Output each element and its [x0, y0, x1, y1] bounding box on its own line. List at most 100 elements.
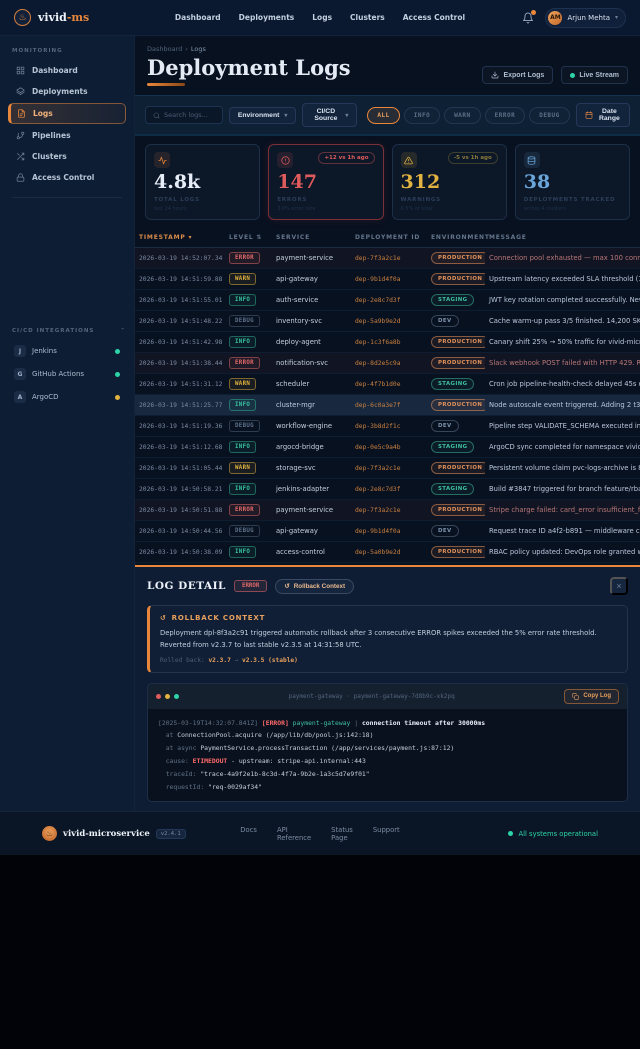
integration-github-actions[interactable]: G GitHub Actions: [8, 364, 126, 384]
footer-link-api-reference[interactable]: API Reference: [276, 825, 312, 842]
table-row[interactable]: 2026-03-19 14:51:05.44 WARN storage-svc dep…: [135, 457, 640, 480]
top-nav-logs[interactable]: Logs: [312, 13, 333, 22]
sidebar-item-access-control[interactable]: Access Control: [8, 168, 126, 187]
column-header-level[interactable]: LEVEL ⇅: [225, 228, 272, 249]
table-row[interactable]: 2026-03-19 14:51:12.68 INFO argocd-bridge d…: [135, 436, 640, 459]
cell-timestamp: 2026-03-19 14:51:19.36: [135, 415, 225, 438]
footer-link-status-page[interactable]: Status Page: [331, 825, 353, 842]
cell-timestamp: 2026-03-19 14:51:12.68: [135, 436, 225, 459]
sidebar-item-pipelines[interactable]: Pipelines: [8, 126, 126, 145]
grid-icon: [16, 66, 25, 75]
level-filter-error[interactable]: ERROR: [484, 106, 526, 124]
level-filter-info[interactable]: INFO: [403, 106, 441, 124]
sidebar-item-dashboard[interactable]: Dashboard: [8, 61, 126, 80]
title-accent: [147, 83, 185, 87]
column-header-timestamp[interactable]: TIMESTAMP ▾: [135, 228, 225, 249]
avatar: AM: [548, 10, 563, 25]
table-row[interactable]: 2026-03-19 14:50:44.56 DEBUG api-gateway de…: [135, 520, 640, 543]
level-filter-group: ALL INFO WARN ERROR DEBUG: [367, 106, 570, 124]
export-logs-button[interactable]: Export Logs: [482, 66, 554, 84]
cell-message: Persistent volume claim pvc-logs-archive…: [485, 457, 640, 480]
cicd-source-dropdown[interactable]: CI/CD Source ▾: [302, 103, 358, 128]
version-badge: v2.4.1: [155, 828, 186, 839]
footer-link-docs[interactable]: Docs: [240, 825, 257, 834]
level-filter-all[interactable]: ALL: [367, 106, 400, 124]
date-range-button[interactable]: Date Range: [575, 103, 630, 128]
status-dot-icon: [508, 831, 514, 836]
environment-badge: PRODUCTION: [431, 357, 485, 370]
stat-trend-badge: -5 vs 1h ago: [447, 152, 498, 165]
detail-level-badge: ERROR: [233, 580, 268, 593]
sidebar-section-monitoring: MONITORING: [12, 48, 63, 54]
cell-message: RBAC policy updated: DevOps role granted…: [485, 541, 640, 564]
calendar-icon: [585, 111, 593, 119]
column-header-deployment-id[interactable]: DEPLOYMENT ID: [351, 228, 427, 249]
table-row[interactable]: 2026-03-19 14:50:58.21 INFO jenkins-adapte…: [135, 478, 640, 501]
table-row[interactable]: 2026-03-19 14:50:51.88 ERROR payment-servi…: [135, 499, 640, 522]
sidebar-item-clusters[interactable]: Clusters: [8, 147, 126, 166]
footer-link-support[interactable]: Support: [372, 825, 400, 834]
top-nav-clusters[interactable]: Clusters: [350, 13, 385, 22]
stat-card-warnings[interactable]: -5 vs 1h ago 312 WARNINGS 6.5% of total: [391, 144, 507, 221]
sidebar-item-deployments[interactable]: Deployments: [8, 82, 126, 101]
environment-dropdown[interactable]: Environment ▾: [228, 106, 297, 124]
table-row[interactable]: 2026-03-19 14:51:55.01 INFO auth-service de…: [135, 289, 640, 312]
cell-message: Cron job pipeline-health-check delayed 4…: [485, 373, 640, 396]
column-header-environment[interactable]: ENVIRONMENT: [427, 228, 489, 249]
brand[interactable]: ♨ vivid-ms: [14, 9, 164, 26]
cell-environment: STAGING: [427, 478, 485, 501]
sidebar-item-label: Access Control: [32, 173, 95, 182]
level-filter-debug[interactable]: DEBUG: [529, 106, 570, 124]
live-stream-button[interactable]: Live Stream: [561, 66, 628, 84]
cell-message: Cache warm-up pass 3/5 finished. 14,200 …: [485, 310, 640, 333]
integration-jenkins[interactable]: J Jenkins: [8, 341, 126, 361]
filter-bar: Environment▾ CI/CD Source▾ ALLINFOWARNER…: [135, 95, 640, 137]
terminal-body[interactable]: [2025-03-19T14:32:07.841Z] [ERROR] payme…: [148, 708, 627, 802]
column-header-service[interactable]: SERVICE: [272, 228, 351, 249]
table-row[interactable]: 2026-03-19 14:52:07.34 ERROR payment-servi…: [135, 247, 640, 270]
notifications-bell-icon[interactable]: [520, 9, 537, 26]
rollback-versions: Rolled back: v2.3.7 → v2.3.5 (stable): [160, 656, 298, 664]
level-badge: INFO: [229, 441, 257, 454]
close-detail-button[interactable]: ×: [610, 577, 628, 596]
page-background: [0, 855, 640, 1049]
cell-deployment-id: dep-2e8c7d3f: [351, 289, 427, 312]
rollback-context-button[interactable]: ↺ Rollback Context: [275, 578, 355, 594]
cell-message: Build #3847 triggered for branch feature…: [485, 478, 640, 501]
table-row[interactable]: 2026-03-19 14:51:42.98 INFO deploy-agent de…: [135, 331, 640, 354]
app-window: ♨ vivid-ms Dashboard Deployments Logs Clust…: [0, 0, 640, 855]
level-badge: ERROR: [229, 504, 260, 517]
column-header-message[interactable]: MESSAGE: [485, 228, 640, 249]
table-row[interactable]: 2026-03-19 14:51:38.44 ERROR notification-…: [135, 352, 640, 375]
top-nav-access-control[interactable]: Access Control: [402, 13, 466, 22]
cell-level: DEBUG: [225, 520, 272, 543]
search-input[interactable]: [164, 111, 215, 120]
stat-card-deployments-tracked[interactable]: 38 DEPLOYMENTS TRACKED across 4 clusters: [514, 144, 630, 221]
integration-status-dot: [115, 348, 120, 354]
detail-title: LOG DETAIL: [147, 580, 226, 593]
cell-environment: DEV: [427, 415, 485, 438]
table-row[interactable]: 2026-03-19 14:51:31.12 WARN scheduler dep-4…: [135, 373, 640, 396]
level-filter-warn[interactable]: WARN: [444, 106, 481, 124]
page-title: Deployment Logs: [147, 55, 351, 80]
integration-initial: G: [14, 368, 26, 380]
cell-timestamp: 2026-03-19 14:50:51.88: [135, 499, 225, 522]
copy-log-button[interactable]: Copy Log: [564, 688, 619, 704]
breadcrumb[interactable]: Dashboard › Logs: [147, 45, 206, 53]
user-menu[interactable]: AM Arjun Mehta ▾: [545, 7, 626, 28]
chevron-down-icon: ▾: [614, 14, 618, 21]
environment-badge: STAGING: [431, 378, 475, 391]
table-row[interactable]: 2026-03-19 14:51:48.22 DEBUG inventory-svc…: [135, 310, 640, 333]
table-row[interactable]: 2026-03-19 14:51:59.88 WARN api-gateway dep…: [135, 268, 640, 291]
table-row[interactable]: 2026-03-19 14:51:19.36 DEBUG workflow-engi…: [135, 415, 640, 438]
top-nav-deployments[interactable]: Deployments: [238, 13, 295, 22]
environment-badge: DEV: [431, 420, 459, 433]
table-row[interactable]: 2026-03-19 14:50:38.09 INFO access-control…: [135, 541, 640, 564]
table-row[interactable]: 2026-03-19 14:51:25.77 INFO cluster-mgr dep…: [135, 394, 640, 417]
integration-argocd[interactable]: A ArgoCD: [8, 387, 126, 407]
cell-deployment-id: dep-7f3a2c1e: [351, 499, 427, 522]
stat-card-total-logs[interactable]: 4.8k TOTAL LOGS last 24 hours: [145, 144, 261, 221]
stat-card-errors[interactable]: +12 vs 1h ago 147 ERRORS 3.0% error rate: [268, 144, 384, 221]
top-nav-dashboard[interactable]: Dashboard: [174, 13, 221, 22]
sidebar-item-logs[interactable]: Logs: [8, 103, 126, 124]
